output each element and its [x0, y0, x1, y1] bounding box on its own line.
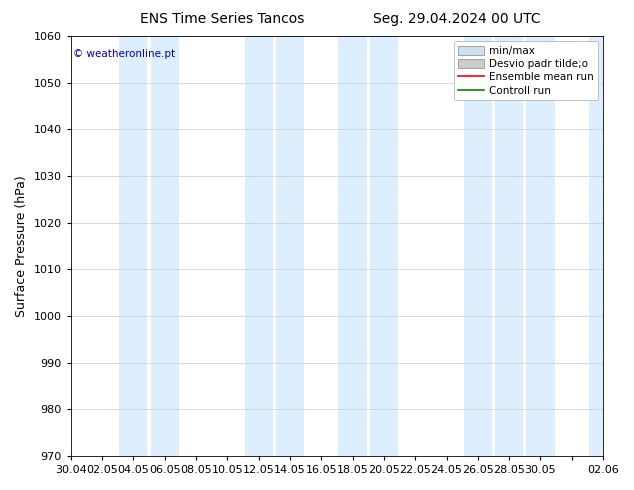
Bar — [150, 36, 179, 456]
Bar — [589, 36, 618, 456]
Bar — [119, 36, 148, 456]
Bar — [463, 36, 492, 456]
Text: © weatheronline.pt: © weatheronline.pt — [74, 49, 176, 59]
Legend: min/max, Desvio padr tilde;o, Ensemble mean run, Controll run: min/max, Desvio padr tilde;o, Ensemble m… — [453, 41, 598, 100]
Text: ENS Time Series Tancos: ENS Time Series Tancos — [139, 12, 304, 26]
Bar — [495, 36, 523, 456]
Text: Seg. 29.04.2024 00 UTC: Seg. 29.04.2024 00 UTC — [373, 12, 540, 26]
Y-axis label: Surface Pressure (hPa): Surface Pressure (hPa) — [15, 175, 28, 317]
Bar — [339, 36, 366, 456]
Bar — [245, 36, 273, 456]
Bar — [370, 36, 398, 456]
Bar — [276, 36, 304, 456]
Bar — [526, 36, 555, 456]
